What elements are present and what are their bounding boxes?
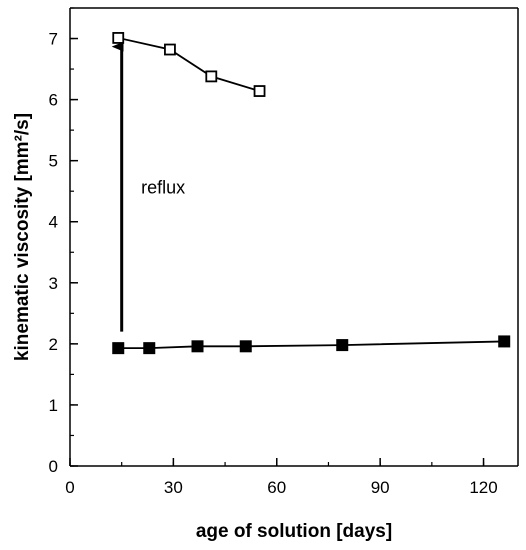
y-axis-ticks: 0 1 2 3 4 5 6 7 xyxy=(49,7,78,476)
y-tick-label: 2 xyxy=(49,335,58,354)
x-tick-label: 60 xyxy=(267,478,286,497)
x-tick-label: 120 xyxy=(469,478,497,497)
series-line xyxy=(118,37,260,92)
x-tick-label: 30 xyxy=(164,478,183,497)
data-point xyxy=(239,340,252,353)
data-point xyxy=(498,335,511,348)
annotation-reflux: reflux xyxy=(141,177,185,197)
data-point xyxy=(205,70,218,83)
series-0 xyxy=(112,335,511,355)
data-point xyxy=(112,342,125,355)
y-tick-label: 4 xyxy=(49,213,58,232)
data-point xyxy=(143,342,156,355)
x-axis-ticks: 0 30 60 90 120 xyxy=(65,458,498,497)
y-tick-label: 7 xyxy=(49,30,58,49)
axes xyxy=(69,7,519,467)
series-1 xyxy=(112,32,266,97)
x-tick-label: 0 xyxy=(65,478,74,497)
data-point xyxy=(191,340,204,353)
data-point xyxy=(164,43,176,56)
data-point xyxy=(253,85,266,97)
y-tick-label: 1 xyxy=(49,396,58,415)
data-point xyxy=(112,32,125,44)
y-tick-label: 5 xyxy=(49,152,58,171)
x-tick-label: 90 xyxy=(371,478,390,497)
series-line xyxy=(118,340,505,350)
y-tick-label: 3 xyxy=(49,274,58,293)
annotation-layer: reflux xyxy=(111,41,185,332)
y-axis-title: kinematic viscosity [mm²/s] xyxy=(12,113,33,361)
x-axis-title: age of solution [days] xyxy=(196,521,392,542)
series-layer xyxy=(112,32,511,355)
data-point xyxy=(336,339,349,352)
y-tick-label: 0 xyxy=(49,457,58,476)
y-tick-label: 6 xyxy=(49,91,58,110)
